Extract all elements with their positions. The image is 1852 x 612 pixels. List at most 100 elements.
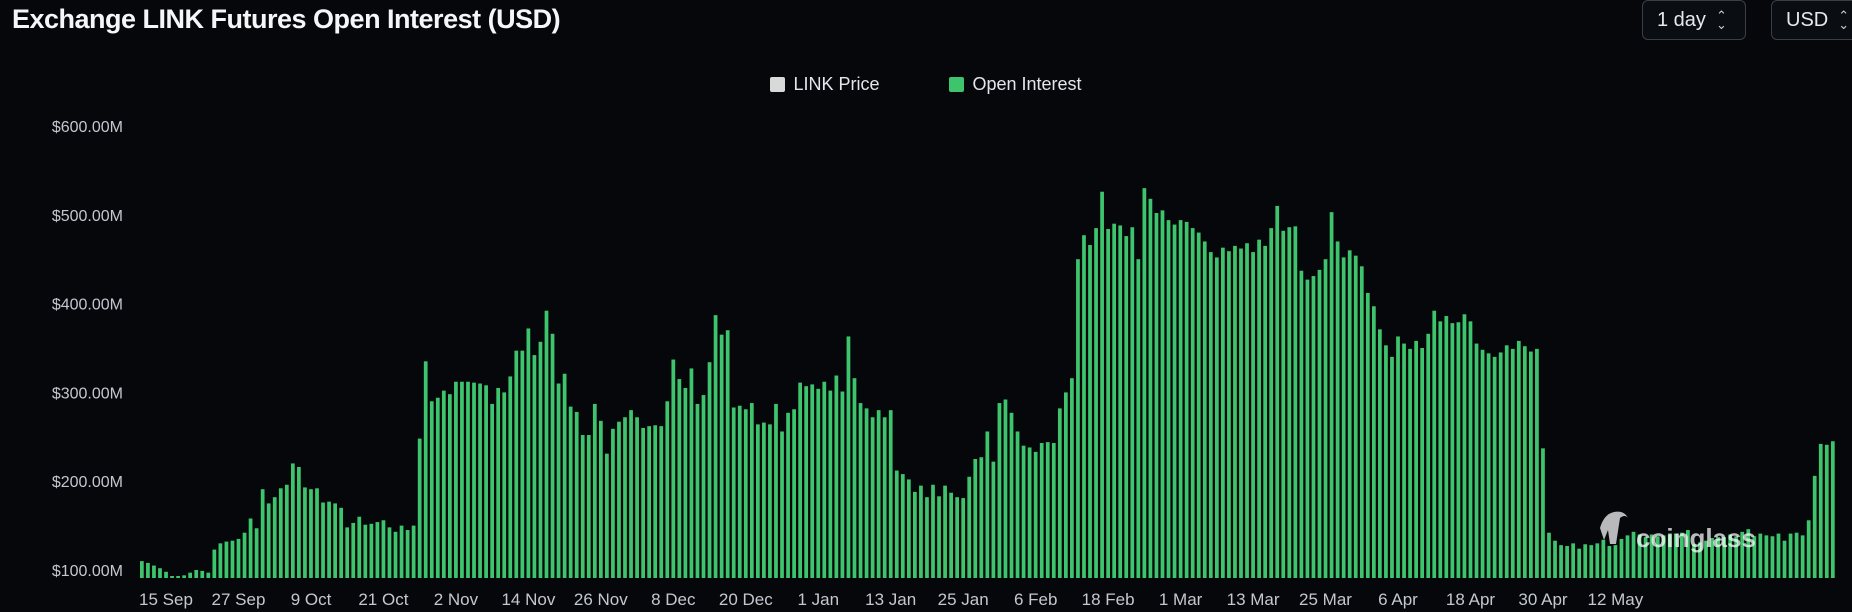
open-interest-bar[interactable] [580, 435, 585, 578]
open-interest-bar[interactable] [762, 422, 766, 578]
open-interest-bar[interactable] [1420, 348, 1425, 578]
open-interest-bar[interactable] [562, 373, 567, 578]
open-interest-bar[interactable] [1535, 348, 1539, 578]
open-interest-bar[interactable] [1317, 269, 1322, 578]
open-interest-bar[interactable] [1710, 538, 1714, 578]
open-interest-bar[interactable] [731, 407, 736, 579]
open-interest-bar[interactable] [1553, 540, 1557, 578]
open-interest-bar[interactable] [1631, 531, 1636, 578]
open-interest-bar[interactable] [297, 466, 301, 578]
open-interest-bar[interactable] [1009, 412, 1014, 578]
open-interest-bar[interactable] [1166, 220, 1171, 578]
open-interest-bar[interactable] [544, 310, 549, 578]
open-interest-bar[interactable] [1667, 534, 1672, 578]
open-interest-bar[interactable] [1021, 445, 1026, 578]
open-interest-bar[interactable] [1547, 532, 1551, 578]
open-interest-bar[interactable] [1782, 540, 1787, 578]
open-interest-bar[interactable] [1402, 343, 1406, 578]
open-interest-bar[interactable] [1673, 533, 1678, 578]
open-interest-bar[interactable] [786, 412, 790, 578]
open-interest-bar[interactable] [641, 427, 645, 578]
open-interest-bar[interactable] [520, 350, 525, 578]
open-interest-bar[interactable] [194, 570, 199, 578]
open-interest-bar[interactable] [1257, 239, 1261, 578]
open-interest-bar[interactable] [780, 431, 784, 578]
open-interest-bar[interactable] [164, 571, 168, 578]
open-interest-bar[interactable] [1057, 408, 1062, 578]
open-interest-bar[interactable] [1722, 537, 1726, 578]
open-interest-bar[interactable] [1498, 352, 1503, 578]
open-interest-bar[interactable] [568, 406, 573, 578]
open-interest-bar[interactable] [1625, 535, 1630, 578]
open-interest-bar[interactable] [278, 488, 283, 578]
open-interest-bar[interactable] [1335, 241, 1340, 578]
open-interest-bar[interactable] [1704, 540, 1708, 578]
open-interest-bar[interactable] [1293, 226, 1298, 578]
open-interest-bar[interactable] [435, 397, 440, 578]
open-interest-bar[interactable] [309, 489, 313, 578]
open-interest-bar[interactable] [876, 410, 881, 578]
open-interest-bar[interactable] [339, 507, 344, 578]
open-interest-bar[interactable] [931, 484, 935, 578]
interval-select[interactable]: 1 day ⌃ ⌄ [1642, 0, 1746, 40]
open-interest-bar[interactable] [605, 453, 609, 578]
open-interest-bar[interactable] [327, 501, 331, 578]
open-interest-bar[interactable] [737, 405, 742, 578]
open-interest-bar[interactable] [1462, 314, 1467, 578]
open-interest-bar[interactable] [224, 541, 229, 578]
open-interest-bar[interactable] [1649, 534, 1654, 578]
open-interest-bar[interactable] [146, 562, 150, 578]
open-interest-bar[interactable] [1438, 321, 1443, 578]
open-interest-bar[interactable] [218, 543, 223, 578]
open-interest-bar[interactable] [1450, 323, 1455, 578]
open-interest-bar[interactable] [1003, 399, 1008, 579]
open-interest-bar[interactable] [1263, 245, 1268, 578]
open-interest-bar[interactable] [176, 576, 180, 578]
open-interest-bar[interactable] [1800, 535, 1805, 578]
open-interest-bar[interactable] [387, 527, 392, 578]
open-interest-bar[interactable] [170, 576, 174, 578]
open-interest-bar[interactable] [937, 496, 941, 578]
open-interest-bar[interactable] [1245, 243, 1249, 578]
open-interest-bar[interactable] [1643, 537, 1648, 578]
open-interest-bar[interactable] [260, 489, 265, 578]
open-interest-bar[interactable] [484, 385, 488, 578]
open-interest-bar[interactable] [900, 474, 905, 578]
open-interest-bar[interactable] [441, 390, 446, 578]
open-interest-bar[interactable] [1112, 223, 1117, 578]
open-interest-bar[interactable] [502, 392, 507, 578]
open-interest-bar[interactable] [508, 376, 513, 578]
open-interest-bar[interactable] [1595, 543, 1600, 578]
open-interest-bar[interactable] [719, 334, 724, 578]
open-interest-bar[interactable] [1088, 244, 1092, 579]
open-interest-bar[interactable] [1414, 340, 1418, 578]
open-interest-bar[interactable] [755, 424, 760, 578]
open-interest-bar[interactable] [1233, 245, 1237, 578]
open-interest-bar[interactable] [242, 532, 247, 578]
currency-select[interactable]: USD ⌃ ⌄ [1771, 0, 1852, 40]
open-interest-bar[interactable] [1456, 322, 1461, 578]
open-interest-bar[interactable] [1607, 546, 1612, 578]
open-interest-bar[interactable] [363, 524, 368, 578]
open-interest-bar[interactable] [623, 417, 627, 578]
open-interest-bar[interactable] [1172, 224, 1177, 578]
open-interest-bar[interactable] [514, 350, 519, 578]
open-interest-bar[interactable] [1124, 236, 1129, 579]
open-interest-bar[interactable] [230, 540, 235, 578]
open-interest-bar[interactable] [888, 410, 893, 578]
open-interest-bar[interactable] [707, 362, 712, 578]
open-interest-bar[interactable] [852, 378, 857, 578]
open-interest-bar[interactable] [1486, 353, 1491, 578]
open-interest-bar[interactable] [828, 390, 833, 578]
open-interest-bar[interactable] [816, 388, 821, 578]
open-interest-bar[interactable] [1371, 306, 1376, 578]
open-interest-bar[interactable] [1529, 351, 1533, 578]
open-interest-bar[interactable] [846, 336, 851, 578]
open-interest-bar[interactable] [472, 382, 476, 578]
open-interest-bar[interactable] [1601, 539, 1606, 578]
open-interest-bar[interactable] [961, 498, 966, 578]
open-interest-bar[interactable] [1728, 534, 1733, 578]
open-interest-bar[interactable] [1160, 210, 1165, 579]
open-interest-bar[interactable] [550, 333, 555, 578]
open-interest-bar[interactable] [375, 522, 380, 578]
